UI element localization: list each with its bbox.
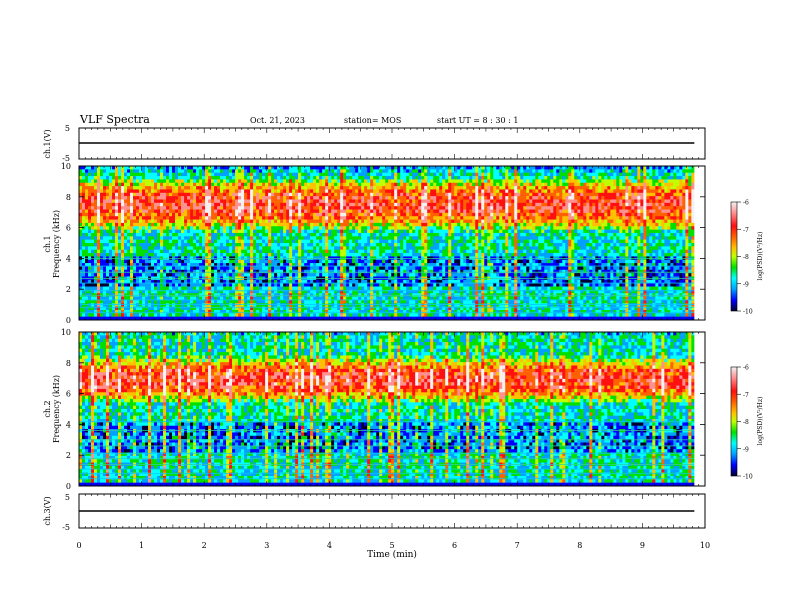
ch1-waveform-panel: 5 -5 ch.1(V) — [43, 124, 706, 163]
ch1-channel-label: ch.1 — [43, 235, 52, 252]
colorbar-tick-label: -6 — [743, 365, 749, 372]
colorbar-tick-label: -7 — [743, 227, 749, 234]
xtick-label: 9 — [640, 541, 645, 550]
ch2-channel-label: ch.2 — [43, 400, 52, 417]
ytick-label: 2 — [66, 285, 71, 294]
ch2-colorbar-label: log(PSD)(V²/Hz) — [757, 397, 764, 446]
ytick-label: 4 — [66, 420, 71, 429]
ytick-label: 10 — [61, 162, 71, 171]
ch1-ytick-5: 5 — [65, 124, 70, 133]
time-tick-marks — [78, 128, 706, 528]
ch3-waveform-ylabel: ch.3(V) — [43, 496, 52, 525]
ch1-ytick-neg5: -5 — [62, 154, 70, 163]
colorbar-tick-label: -10 — [743, 309, 753, 316]
ytick-label: 2 — [66, 451, 71, 460]
colorbar-tick-label: -6 — [743, 200, 749, 207]
ch2-colorbar-ticks: -6 -7 -8 -9 -10 — [737, 365, 753, 481]
date-label: Oct. 21, 2023 — [250, 116, 305, 125]
xtick-label: 4 — [327, 541, 332, 550]
ch1-waveform-ylabel: ch.1(V) — [43, 129, 52, 158]
ch1-colorbar-label: log(PSD)(V²/Hz) — [757, 232, 764, 281]
start-time-label: start UT = 8 : 30 : 1 — [437, 116, 519, 125]
xtick-label: 1 — [139, 541, 144, 550]
ytick-label: 10 — [61, 328, 71, 337]
ch1-colorbar-ticks: -6 -7 -8 -9 -10 — [737, 200, 753, 316]
chart-title: VLF Spectra — [80, 113, 150, 126]
ch3-waveform-panel: 5 -5 ch.3(V) — [43, 493, 706, 532]
colorbar-tick-label: -9 — [743, 446, 749, 453]
xtick-label: 7 — [515, 541, 520, 550]
colorbar-tick-label: -9 — [743, 281, 749, 288]
xaxis-label: Time (min) — [367, 549, 417, 560]
xtick-label: 8 — [577, 541, 582, 550]
xtick-label: 6 — [452, 541, 457, 550]
colorbar-tick-label: -7 — [743, 392, 749, 399]
colorbar-tick-label: -8 — [743, 254, 749, 261]
ytick-label: 6 — [66, 224, 71, 233]
ytick-label: 0 — [66, 482, 71, 491]
xtick-label: 2 — [202, 541, 207, 550]
xtick-label: 10 — [700, 541, 710, 550]
colorbar-tick-label: -8 — [743, 419, 749, 426]
ch2-colorbar: -6 -7 -8 -9 -10 log(PSD)(V²/Hz) — [730, 365, 764, 481]
ch1-colorbar-gradient — [730, 201, 738, 312]
ch2-spectrogram-panel: 0 2 4 6 8 10 ch.2 Frequency (kHz) — [43, 328, 706, 491]
ch2-ylabel: Frequency (kHz) — [52, 375, 61, 443]
ch2-ytick-labels: 0 2 4 6 8 10 — [61, 328, 705, 491]
ch1-spectrogram-heatmap — [79, 166, 705, 321]
ch3-ytick-neg5: -5 — [62, 523, 70, 532]
colorbar-tick-label: -10 — [743, 474, 753, 481]
ytick-label: 8 — [66, 193, 71, 202]
ch1-ylabel: Frequency (kHz) — [52, 210, 61, 278]
ytick-label: 8 — [66, 359, 71, 368]
ytick-label: 4 — [66, 254, 71, 263]
ytick-label: 0 — [66, 316, 71, 325]
xtick-label: 3 — [264, 541, 269, 550]
xtick-label: 5 — [389, 541, 394, 550]
station-label: station= MOS — [344, 116, 402, 125]
ch1-colorbar: -6 -7 -8 -9 -10 log(PSD)(V²/Hz) — [730, 200, 764, 316]
ch2-colorbar-gradient — [730, 366, 738, 477]
ch1-ytick-labels: 0 2 4 6 8 10 — [61, 162, 705, 325]
xtick-label: 0 — [76, 541, 81, 550]
ch3-ytick-5: 5 — [65, 493, 70, 502]
ch2-spectrogram-heatmap — [79, 332, 705, 487]
ch1-spectrogram-panel: 0 2 4 6 8 10 ch.1 Frequency (kHz) — [43, 162, 706, 325]
ytick-label: 6 — [66, 390, 71, 399]
xtick-labels: 0 1 2 3 4 5 6 7 8 9 10 — [76, 541, 710, 550]
